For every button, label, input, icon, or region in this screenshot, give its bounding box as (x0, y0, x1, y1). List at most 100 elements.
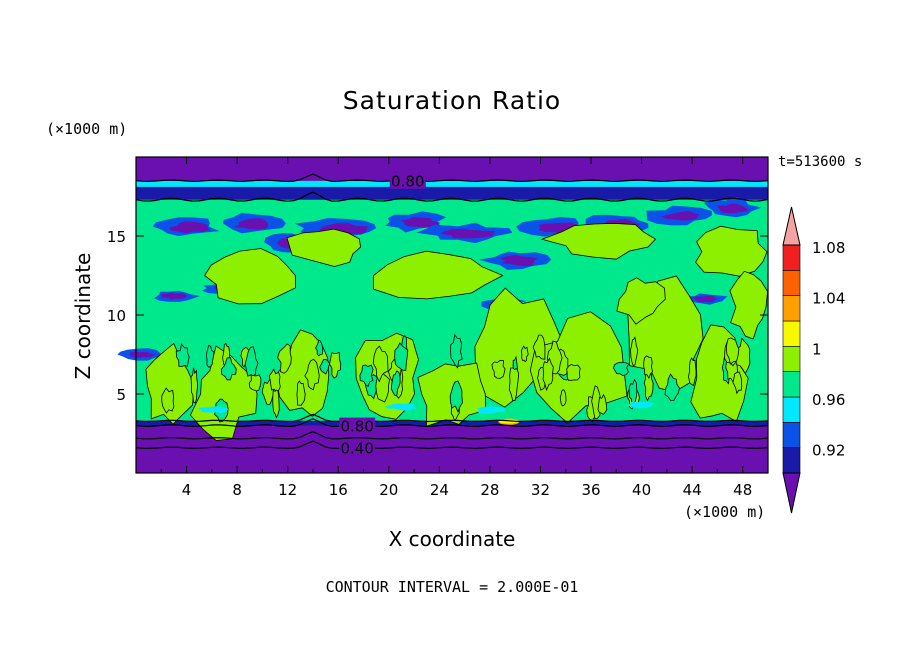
cloud-cell-49 (508, 367, 520, 402)
contour-label-0: 0.80 (391, 173, 424, 191)
colorbar-label-4: 1.08 (812, 239, 845, 257)
colorbar-segment-6 (782, 295, 801, 322)
cloud-cell-48 (394, 342, 409, 371)
x-tick-label-8: 36 (581, 481, 600, 499)
cloud-cell-43 (725, 337, 740, 365)
cloud-cell-5 (248, 373, 262, 392)
cyan-patch-1 (476, 406, 506, 414)
colorbar-segment-7 (782, 270, 801, 296)
cloud-cell-47 (532, 334, 546, 360)
cloud-region-4 (695, 225, 768, 277)
colorbar-label-3: 1.04 (812, 290, 845, 308)
contour-label-bg-0 (389, 172, 426, 189)
cloud-cell-27 (449, 380, 463, 413)
dry-core-8 (716, 203, 749, 214)
colorbar-arrow-low (782, 472, 801, 514)
mid-core-3 (692, 295, 719, 303)
cloud-cell-22 (190, 367, 199, 404)
time-label: t=513600 s (778, 154, 863, 170)
cloud-cell-45 (359, 364, 374, 388)
cloud-cell-54 (664, 373, 680, 402)
x-tick-label-5: 24 (430, 481, 449, 499)
x-tick-label-1: 8 (232, 481, 242, 499)
colorbar-segment-4 (782, 346, 801, 372)
cloud-region-1 (286, 228, 362, 267)
contour-line-bl-top (135, 413, 769, 423)
colorbar-segment-0 (782, 447, 801, 474)
dry-core-7 (661, 210, 700, 221)
cloud-cell-10 (559, 389, 567, 407)
contour-line-top (135, 173, 769, 182)
cloud-cell-51 (244, 346, 259, 377)
cloud-cell-0 (319, 358, 331, 375)
cloud-cell-52 (643, 355, 653, 380)
x-tick-label-11: 48 (733, 481, 752, 499)
cloud-cell-2 (491, 359, 506, 379)
contour-line-bl-080 (135, 418, 769, 428)
dry-core-1 (233, 218, 269, 230)
contour-line-bl-060 (135, 431, 769, 440)
x-tick-label-6: 28 (480, 481, 499, 499)
contour-line-upper (135, 191, 769, 202)
x-unit-label: (×1000 m) (684, 503, 766, 521)
cloud-cell-13 (688, 357, 697, 386)
y-tick-label-2: 15 (107, 228, 126, 246)
x-tick-label-7: 32 (531, 481, 550, 499)
cloud-cell-29 (161, 387, 175, 414)
cloud-cell-59 (597, 393, 608, 415)
colorbar-segment-8 (782, 244, 801, 271)
dry-core-4 (440, 228, 496, 239)
x-tick-label-2: 12 (278, 481, 297, 499)
cloud-cell-26 (732, 371, 743, 395)
y-unit-label: (×1000 m) (46, 120, 128, 138)
cloud-cell-36 (628, 378, 638, 406)
dry-core-0 (169, 221, 209, 234)
contour-line-bl-040 (135, 440, 769, 449)
cloud-region-0 (204, 248, 296, 305)
colorbar-segment-5 (782, 320, 801, 347)
layer-upper-band (136, 183, 768, 200)
cloud-cell-53 (372, 345, 389, 383)
cloud-region-15 (729, 270, 769, 340)
cloud-cell-39 (315, 339, 324, 357)
cloud-cell-32 (277, 343, 292, 374)
contour-label-bg-2 (339, 439, 376, 456)
x-tick-label-3: 16 (329, 481, 348, 499)
dry-core-11 (500, 254, 538, 267)
y-tick-label-1: 10 (107, 307, 126, 325)
mid-core-0 (161, 292, 187, 300)
colorbar-arrow-high (782, 206, 801, 246)
cloud-cell-30 (450, 333, 463, 369)
colorbar-segment-3 (782, 371, 801, 398)
layer-inversion-low (136, 420, 768, 426)
cloud-region-14 (616, 277, 666, 325)
cloud-cell-37 (630, 336, 639, 367)
cyan-patch-2 (625, 401, 655, 409)
chart-title: Saturation Ratio (342, 86, 562, 115)
colorbar-label-1: 0.96 (812, 391, 845, 409)
x-axis-label: X coordinate (388, 527, 516, 551)
cloud-region-11 (189, 345, 258, 441)
cloud-cell-55 (520, 345, 529, 363)
colorbar-segment-1 (782, 422, 801, 448)
y-tick-label-0: 5 (116, 386, 126, 404)
cloud-cell-12 (175, 343, 190, 367)
colorbar-segment-2 (782, 396, 801, 423)
cyan-patch-0 (197, 406, 229, 413)
cloud-cell-57 (220, 357, 237, 381)
x-tick-label-9: 40 (632, 481, 651, 499)
x-tick-label-4: 20 (379, 481, 398, 499)
cloud-region-2 (373, 250, 504, 300)
x-tick-label-0: 4 (182, 481, 192, 499)
cloud-cell-42 (206, 344, 215, 368)
contour-label-2: 0.40 (340, 440, 373, 458)
y-axis-label: Z coordinate (71, 252, 95, 380)
contour-label-1: 0.80 (340, 418, 373, 436)
cloud-cell-41 (272, 389, 280, 419)
cloud-cell-58 (542, 357, 554, 392)
contour-interval-label: CONTOUR INTERVAL = 2.000E-01 (325, 578, 579, 596)
cloud-cell-15 (613, 361, 630, 377)
colorbar-label-2: 1 (812, 340, 822, 358)
cyan-patch-3 (385, 403, 417, 411)
